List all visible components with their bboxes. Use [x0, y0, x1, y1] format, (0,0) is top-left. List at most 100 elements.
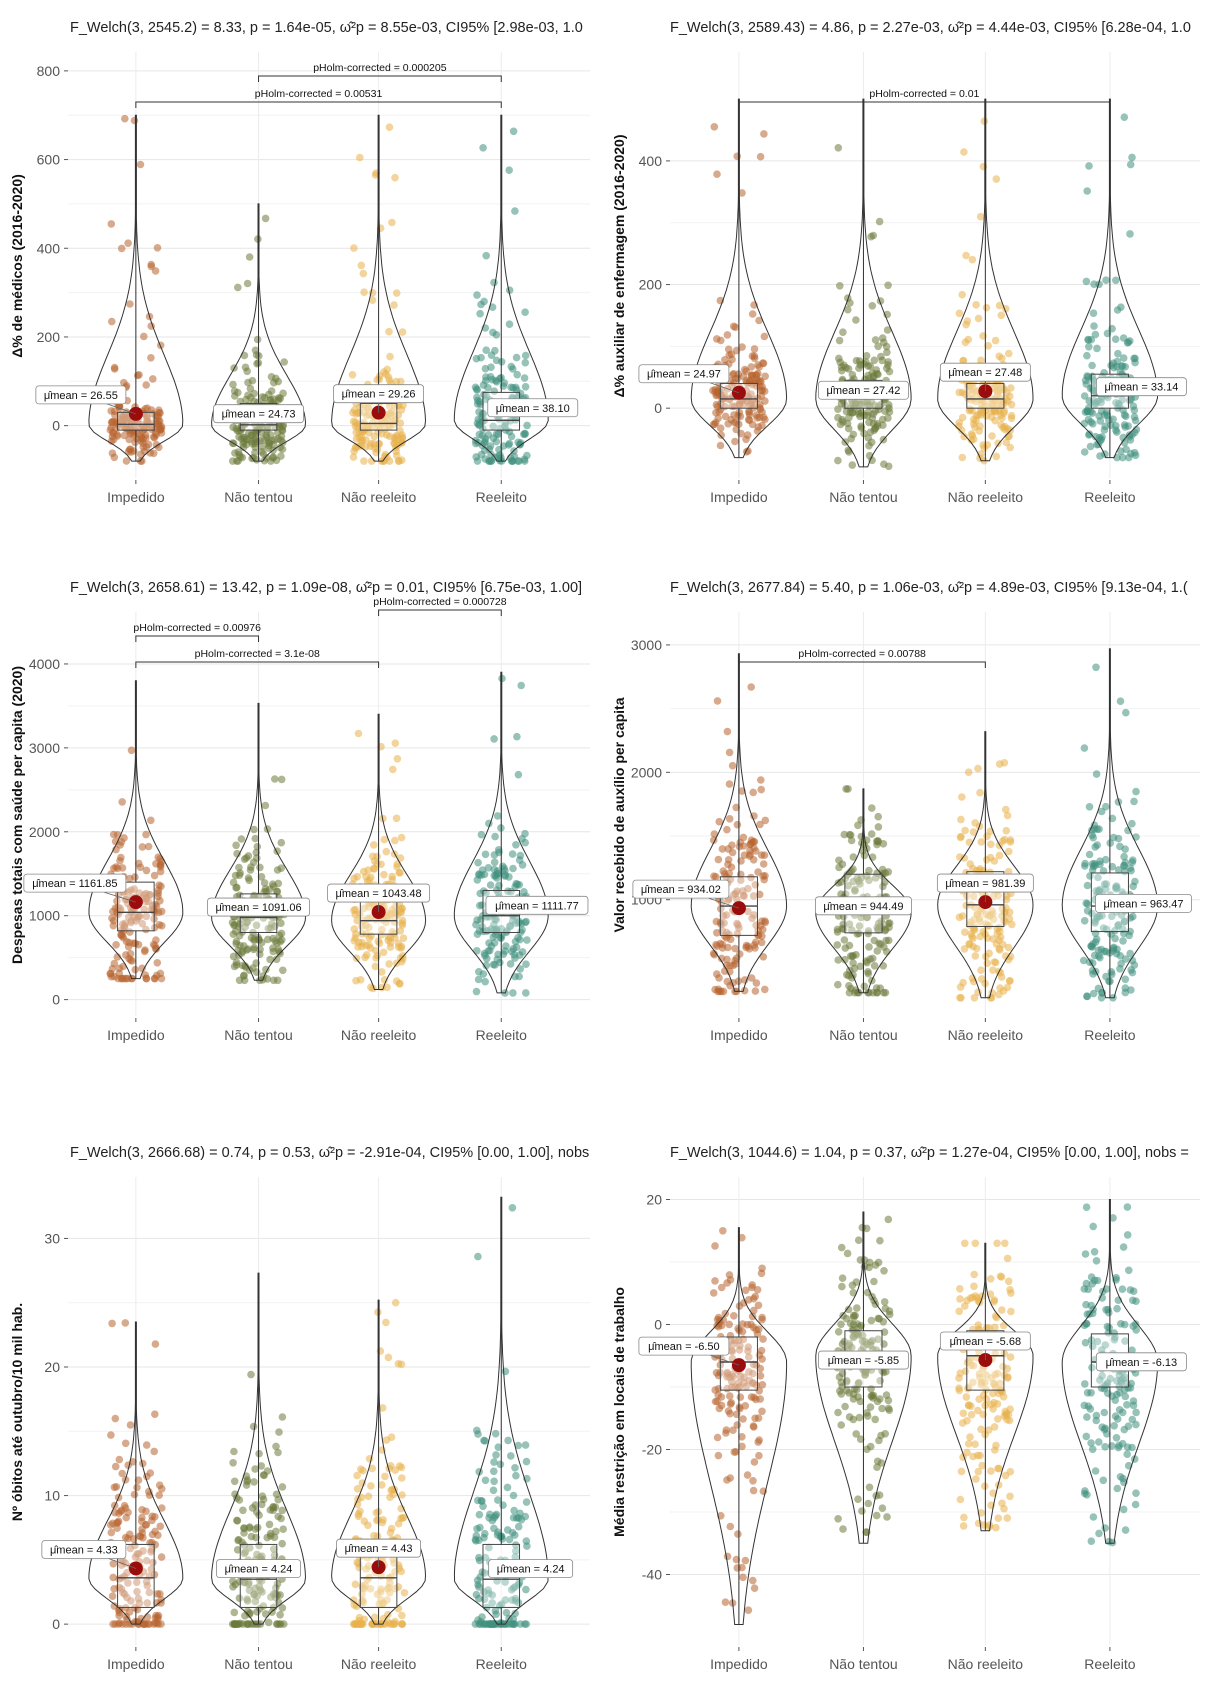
data-point — [522, 917, 530, 926]
data-point — [739, 1573, 747, 1582]
data-point — [373, 852, 381, 861]
data-point — [252, 921, 261, 930]
data-point — [130, 1490, 139, 1499]
data-point — [956, 1285, 964, 1293]
data-point — [1088, 1342, 1097, 1351]
data-point — [392, 977, 401, 985]
y-tick-label: 200 — [639, 277, 663, 293]
data-point — [471, 1535, 480, 1544]
data-point — [1003, 1254, 1012, 1263]
data-point — [274, 435, 282, 443]
data-point — [865, 1483, 874, 1492]
data-point — [991, 1323, 999, 1332]
data-point — [757, 938, 766, 947]
data-point — [514, 1522, 523, 1531]
data-point — [1103, 1379, 1112, 1387]
data-point — [370, 440, 378, 448]
data-point — [475, 408, 483, 416]
data-point — [383, 365, 392, 374]
comparison-bracket: pHolm-corrected = 0.000205 — [258, 62, 502, 82]
data-point — [474, 975, 483, 984]
data-point — [272, 955, 281, 964]
data-point — [856, 1435, 865, 1443]
data-point — [1121, 1392, 1130, 1401]
chart-title: F_Welch(3, 2666.68) = 0.74, p = 0.53, ω̂… — [70, 1145, 589, 1161]
data-point — [976, 212, 985, 221]
x-tick-label: Não reeleito — [948, 1656, 1024, 1672]
y-tick-label: 1000 — [29, 908, 60, 924]
data-point — [515, 856, 524, 864]
data-point — [958, 793, 966, 801]
data-point — [155, 1491, 163, 1499]
data-point — [511, 207, 519, 215]
data-point — [712, 940, 720, 949]
data-point — [354, 1510, 363, 1518]
data-point — [849, 959, 857, 967]
mean-label-box — [939, 1331, 1031, 1351]
data-point — [503, 1483, 512, 1492]
data-point — [520, 888, 528, 896]
data-point — [517, 1516, 526, 1524]
data-point — [516, 965, 524, 973]
data-point — [709, 1289, 718, 1297]
data-point — [845, 830, 854, 839]
data-point — [863, 1409, 871, 1417]
data-point — [350, 244, 358, 252]
data-point — [1084, 373, 1092, 381]
data-point — [1120, 411, 1129, 419]
data-point — [974, 1406, 982, 1415]
data-point — [476, 400, 485, 409]
data-point — [253, 842, 262, 851]
data-point — [274, 1512, 283, 1521]
data-point — [232, 940, 240, 948]
data-point — [730, 411, 738, 419]
data-point — [988, 432, 996, 440]
x-tick-label: Não reeleito — [341, 1656, 417, 1672]
data-point — [991, 408, 1000, 416]
data-point — [962, 320, 970, 329]
data-point — [489, 1620, 498, 1628]
data-point — [744, 884, 752, 893]
data-point — [244, 852, 253, 860]
data-point — [386, 934, 395, 942]
data-point — [735, 1346, 744, 1354]
data-point — [1082, 277, 1091, 286]
data-point — [229, 878, 238, 887]
data-point — [1083, 881, 1092, 890]
data-point — [117, 1506, 126, 1515]
bracket-line — [378, 609, 502, 616]
data-point — [855, 922, 864, 930]
data-point — [751, 1292, 759, 1301]
data-point — [750, 1584, 759, 1592]
mean-label: μ̂mean = 29.26 — [342, 389, 416, 401]
data-point — [1120, 421, 1129, 429]
data-point — [711, 1277, 719, 1285]
data-point — [1003, 1514, 1012, 1522]
data-point — [1080, 744, 1089, 752]
data-point — [511, 1464, 519, 1472]
data-point — [259, 1602, 268, 1610]
data-point — [1006, 977, 1014, 985]
data-point — [258, 393, 267, 401]
data-point — [494, 1443, 503, 1451]
data-point — [389, 420, 398, 429]
data-point — [239, 1506, 247, 1515]
data-point — [138, 843, 147, 851]
data-point — [511, 1583, 519, 1591]
data-point — [749, 892, 758, 900]
data-point — [760, 332, 769, 341]
data-point — [140, 332, 148, 341]
data-point — [955, 1307, 963, 1316]
data-point — [472, 987, 481, 996]
data-point — [1103, 1322, 1112, 1331]
data-point — [260, 1471, 269, 1480]
data-point — [243, 918, 252, 926]
data-point — [756, 405, 765, 414]
data-point — [992, 452, 1001, 461]
data-point — [257, 873, 266, 881]
data-point — [1090, 1248, 1099, 1256]
data-point — [258, 1500, 266, 1509]
data-point — [955, 309, 964, 318]
data-point — [965, 940, 974, 949]
data-point — [870, 356, 879, 365]
